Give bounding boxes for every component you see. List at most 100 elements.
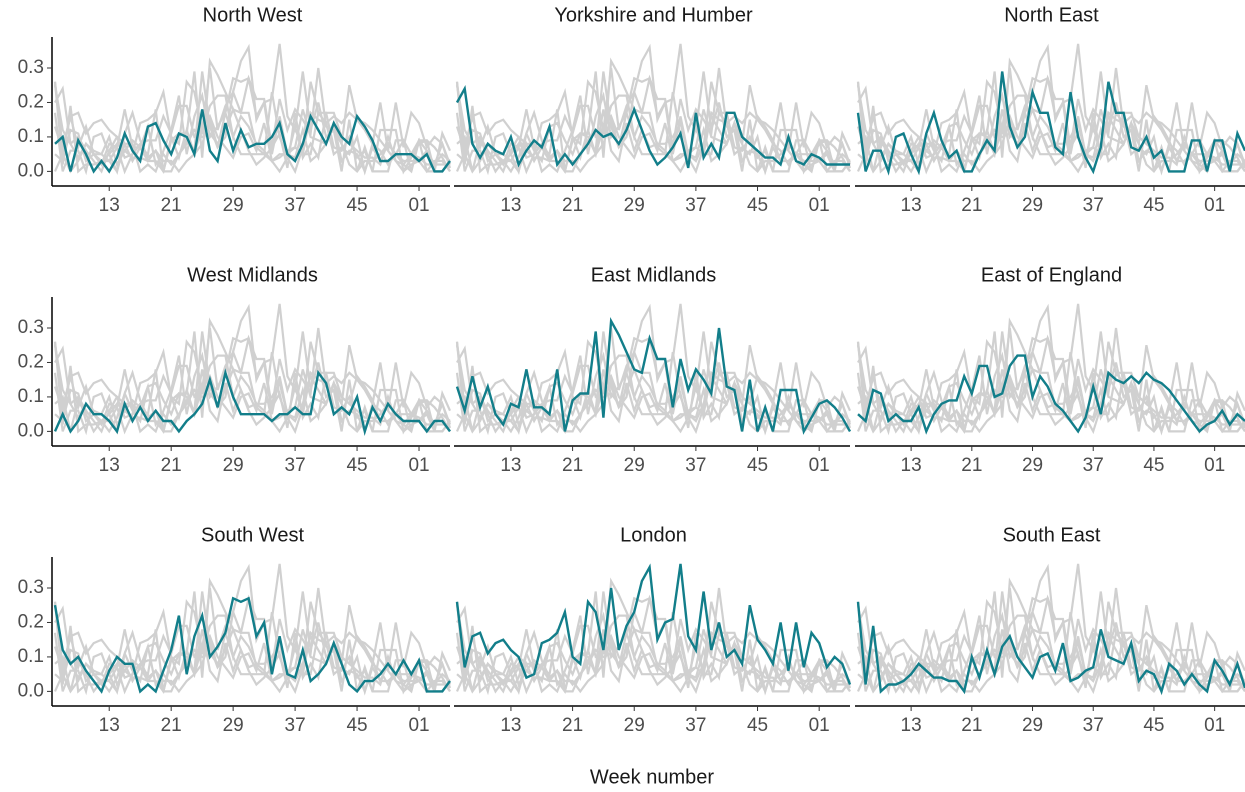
x-tick-label: 29 — [1022, 455, 1043, 476]
x-tick-label: 21 — [161, 455, 182, 476]
other-region-line — [455, 71, 852, 176]
region-line — [54, 109, 451, 174]
x-tick-label: 01 — [408, 455, 429, 476]
x-tick-label: 45 — [747, 715, 768, 736]
x-tick-label: 29 — [1022, 715, 1043, 736]
x-tick-label: 45 — [346, 195, 367, 216]
y-tick-label: 0.2 — [18, 351, 44, 372]
x-tick-label: 45 — [346, 715, 367, 736]
x-tick-label: 45 — [1143, 715, 1164, 736]
x-tick-label: 37 — [685, 715, 706, 736]
x-tick-label: 29 — [223, 715, 244, 736]
x-tick-label: 21 — [961, 195, 982, 216]
other-region-line — [456, 614, 851, 695]
x-tick-label: 13 — [500, 715, 521, 736]
x-tick-label: 13 — [901, 715, 922, 736]
x-tick-label: 29 — [223, 455, 244, 476]
x-tick-label: 29 — [223, 195, 244, 216]
x-tick-label: 45 — [346, 455, 367, 476]
other-region-line — [455, 591, 852, 696]
x-tick-label: 37 — [1083, 715, 1104, 736]
other-region-line — [54, 94, 451, 175]
other-region-line — [455, 341, 852, 435]
panel-title: North West — [203, 4, 303, 26]
x-tick-label: 45 — [1143, 195, 1164, 216]
region-line — [455, 317, 852, 435]
x-tick-label: 29 — [1022, 195, 1043, 216]
x-tick-label: 45 — [1143, 455, 1164, 476]
y-tick-label: 0.3 — [18, 577, 44, 598]
x-tick-label: 13 — [99, 195, 120, 216]
other-region-line — [53, 336, 451, 434]
y-tick-label: 0.1 — [18, 646, 44, 667]
y-tick-label: 0.3 — [18, 57, 44, 78]
x-tick-label: 21 — [961, 455, 982, 476]
x-tick-label: 21 — [562, 455, 583, 476]
x-tick-label: 29 — [624, 195, 645, 216]
y-tick-label: 0.0 — [18, 680, 44, 701]
y-tick-label: 0.2 — [18, 611, 44, 632]
region-line — [455, 84, 850, 169]
panel-title: Yorkshire and Humber — [554, 4, 753, 26]
region-line — [857, 354, 1245, 435]
other-region-line — [53, 76, 451, 174]
other-region-line — [856, 336, 1245, 434]
panel-title: North East — [1004, 4, 1099, 26]
x-tick-label: 13 — [901, 455, 922, 476]
other-region-line — [53, 71, 452, 176]
x-tick-label: 01 — [1204, 455, 1225, 476]
x-axis-title: Week number — [590, 766, 714, 788]
x-tick-label: 29 — [624, 715, 645, 736]
region-line — [455, 563, 852, 685]
y-tick-label: 0.1 — [18, 386, 44, 407]
y-tick-label: 0.3 — [18, 317, 44, 338]
x-tick-label: 13 — [99, 455, 120, 476]
x-tick-label: 13 — [901, 195, 922, 216]
x-tick-label: 21 — [961, 715, 982, 736]
x-tick-label: 13 — [500, 455, 521, 476]
x-tick-label: 37 — [1083, 195, 1104, 216]
x-tick-label: 21 — [562, 195, 583, 216]
other-region-line — [856, 591, 1245, 696]
x-tick-label: 01 — [809, 455, 830, 476]
x-tick-label: 37 — [685, 195, 706, 216]
panel-title: South West — [201, 524, 304, 546]
x-tick-label: 21 — [161, 715, 182, 736]
other-region-line — [857, 614, 1245, 695]
other-region-line — [456, 354, 851, 435]
panel-title: London — [620, 524, 687, 546]
other-region-line — [856, 76, 1245, 174]
y-tick-label: 0.2 — [18, 91, 44, 112]
other-region-line — [53, 601, 452, 695]
x-tick-label: 01 — [1204, 715, 1225, 736]
x-tick-label: 21 — [161, 195, 182, 216]
other-region-line — [856, 341, 1245, 435]
x-tick-label: 01 — [809, 195, 830, 216]
x-tick-label: 45 — [747, 195, 768, 216]
other-region-line — [856, 596, 1245, 694]
y-tick-label: 0.1 — [18, 126, 44, 147]
x-tick-label: 01 — [809, 715, 830, 736]
other-region-line — [455, 336, 851, 434]
other-region-line — [455, 596, 851, 694]
x-tick-label: 01 — [408, 715, 429, 736]
panel-title: East Midlands — [591, 264, 717, 286]
x-tick-label: 29 — [624, 455, 645, 476]
x-tick-label: 37 — [685, 455, 706, 476]
x-tick-label: 13 — [500, 195, 521, 216]
panel-title: West Midlands — [187, 264, 318, 286]
x-tick-label: 01 — [408, 195, 429, 216]
x-tick-label: 13 — [99, 715, 120, 736]
x-tick-label: 01 — [1204, 195, 1225, 216]
region-line — [856, 71, 1245, 176]
other-region-line — [54, 614, 451, 695]
other-region-line — [53, 341, 452, 435]
panel-title: East of England — [981, 264, 1122, 286]
x-tick-label: 37 — [285, 455, 306, 476]
other-region-line — [455, 331, 852, 436]
other-region-line — [455, 81, 852, 175]
panel-title: South East — [1003, 524, 1101, 546]
x-tick-label: 45 — [747, 455, 768, 476]
